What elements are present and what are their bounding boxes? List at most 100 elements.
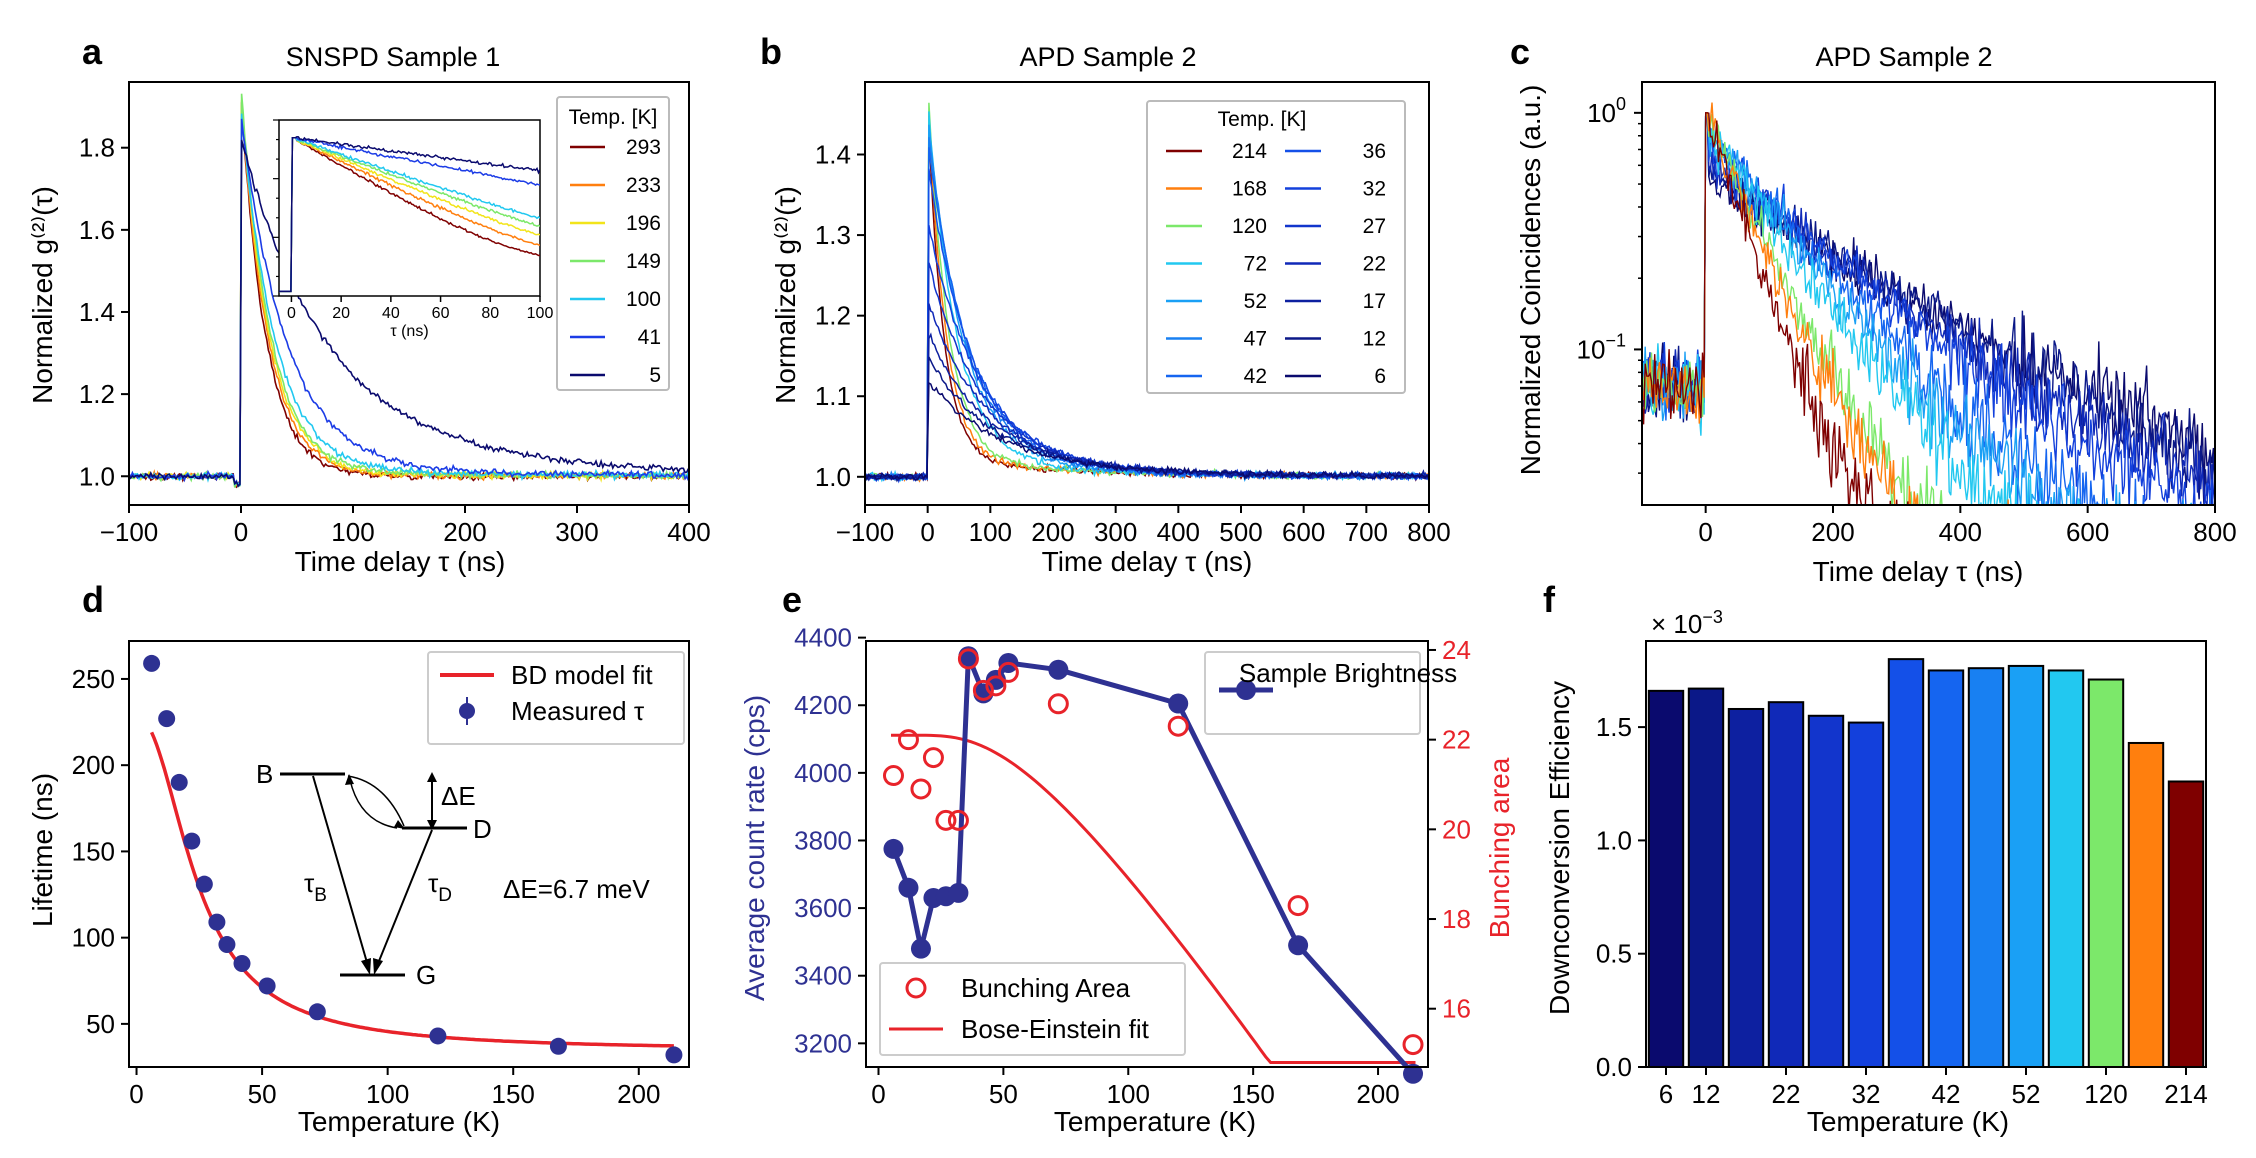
chart-e-ytick-label: 4200 <box>794 690 852 720</box>
chart-e-y2label: Bunching area <box>1484 757 1515 938</box>
chart-d-ytick-label: 50 <box>86 1009 115 1039</box>
chart-d-xtick-label: 150 <box>492 1079 535 1109</box>
chart-d-xlabel: Temperature (K) <box>298 1106 500 1137</box>
chart-b-title: APD Sample 2 <box>1019 42 1196 72</box>
chart-a-xtick-label: 300 <box>555 517 598 547</box>
chart-d-point <box>429 1027 447 1045</box>
chart-b-legend-label: 17 <box>1363 290 1386 313</box>
chart-e-legend-bunching-label: Bunching Area <box>961 973 1131 1003</box>
chart-b-series-group <box>865 102 1429 484</box>
level-g-label: G <box>416 960 436 990</box>
panel-label-b: b <box>760 31 782 72</box>
chart-e-legend-bunching: Bunching Area Bose-Einstein fit <box>879 962 1186 1056</box>
chart-c-series-line <box>1642 102 2009 505</box>
panel-label-c: c <box>1510 31 1530 72</box>
chart-e-brightness-point <box>1288 935 1309 956</box>
chart-b-legend-label: 42 <box>1244 365 1267 388</box>
chart-b-ytick-label: 1.0 <box>815 462 851 492</box>
chart-a-inset-xtick-label: 80 <box>481 305 499 322</box>
chart-c-ytick-exp: 0 <box>1616 94 1626 114</box>
chart-c-ytick-base: 10 <box>1587 98 1616 128</box>
chart-f-xtick-label: 214 <box>2164 1079 2207 1109</box>
chart-c-series-line <box>1642 112 2192 505</box>
transfer-arrow-up <box>349 779 398 829</box>
chart-d-ylabel: Lifetime (ns) <box>27 773 58 927</box>
chart-e-ytick-label: 4400 <box>794 623 852 653</box>
chart-b-legend-box <box>1146 100 1406 394</box>
chart-b-legend-label: 32 <box>1363 178 1386 201</box>
panel-label-e: e <box>782 579 802 620</box>
chart-c-ylabel: Normalized Coincidences (a.u.) <box>1515 85 1546 476</box>
chart-a-inset-xlabel: τ (ns) <box>390 323 428 340</box>
chart-e-legend-brightness-marker <box>1236 680 1256 700</box>
chart-f-xtick-label: 22 <box>1772 1079 1801 1109</box>
chart-b-legend-label: 47 <box>1244 328 1267 351</box>
chart-e-legend-brightness: Sample Brightness <box>1204 651 1457 735</box>
chart-f-xtick-label: 52 <box>2012 1079 2041 1109</box>
chart-e-y2-ytick-label: 18 <box>1442 904 1471 934</box>
chart-a-xtick-label: 0 <box>234 517 248 547</box>
chart-d-legend-measured-label: Measured τ <box>511 696 645 726</box>
chart-c-ytick-label: 10−1 <box>1577 330 1626 364</box>
chart-f-bar <box>2047 669 2085 1068</box>
chart-b-ytick-label: 1.2 <box>815 301 851 331</box>
chart-a-ytick-label: 1.8 <box>79 133 115 163</box>
chart-c-xtick-label: 400 <box>1939 517 1982 547</box>
level-d-label: D <box>473 814 492 844</box>
chart-b-xtick-label: 300 <box>1094 517 1137 547</box>
chart-a-ylabel: Normalized g⁽²⁾(τ) <box>27 186 58 404</box>
chart-f-bar <box>1727 707 1765 1068</box>
chart-b-legend-label: 72 <box>1244 253 1267 276</box>
chart-f-ytick-label: 0.0 <box>1596 1052 1632 1082</box>
chart-e-xtick-label: 200 <box>1356 1079 1399 1109</box>
chart-e-bunching-point <box>1287 895 1309 917</box>
level-b-label: B <box>256 759 273 789</box>
transfer-arrowheads <box>345 774 405 829</box>
chart-a-xtick-label: 100 <box>331 517 374 547</box>
chart-d-legend-point-swatch <box>459 703 475 719</box>
chart-f-bar <box>2127 741 2165 1068</box>
gap-label: ΔE <box>441 781 476 811</box>
chart-b: −100 0 100 200 300 400 500 600 700 800 1.0 1.1 1.2 1.… <box>815 81 1451 547</box>
chart-d-point <box>665 1046 683 1064</box>
chart-b-legend-label: 22 <box>1363 253 1386 276</box>
chart-b-legend-label: 120 <box>1232 215 1267 238</box>
chart-a-inset-line <box>279 136 540 293</box>
chart-d-point <box>170 773 188 791</box>
chart-f-bar <box>2007 664 2045 1068</box>
chart-e-ytick-label: 3200 <box>794 1028 852 1058</box>
chart-a-legend-label: 100 <box>626 288 661 311</box>
chart-e-bunching-point <box>997 661 1019 683</box>
chart-b-xlabel: Time delay τ (ns) <box>1042 546 1253 577</box>
chart-d-point <box>308 1003 326 1021</box>
chart-d-ytick-label: 200 <box>72 750 115 780</box>
chart-b-legend-title: Temp. [K] <box>1218 108 1307 131</box>
chart-a-inset-xtick-label: 60 <box>432 305 450 322</box>
chart-c-series-group <box>1642 102 2215 505</box>
chart-b-legend-label: 214 <box>1232 140 1267 163</box>
chart-e-brightness-point <box>948 882 969 903</box>
chart-e-brightness-point <box>898 877 919 898</box>
chart-f-multiplier: × 10−3 <box>1651 607 1723 639</box>
chart-c-title: APD Sample 2 <box>1815 42 1992 72</box>
chart-f-xtick-label: 6 <box>1659 1079 1673 1109</box>
chart-a-inset-series-group <box>279 136 540 293</box>
chart-b-xtick-label: 200 <box>1031 517 1074 547</box>
chart-c-series-line <box>1642 112 1943 505</box>
chart-c-series-line <box>1642 112 1909 505</box>
chart-e-brightness-point <box>1403 1063 1424 1084</box>
chart-b-legend-label: 12 <box>1363 328 1386 351</box>
chart-f-bar <box>1767 701 1805 1068</box>
chart-b-ylabel: Normalized g⁽²⁾(τ) <box>770 186 801 404</box>
chart-a-series-line <box>129 139 689 488</box>
chart-d-point <box>183 832 201 850</box>
chart-b-xtick-label: 600 <box>1282 517 1325 547</box>
chart-a-inset-xtick-label: 40 <box>382 305 400 322</box>
chart-d-xtick-label: 0 <box>129 1079 143 1109</box>
chart-a-axes <box>128 81 690 506</box>
chart-e-legend-brightness-label: Sample Brightness <box>1239 658 1457 688</box>
transfer-arrow-down <box>347 775 405 827</box>
chart-f-xtick-label: 120 <box>2084 1079 2127 1109</box>
chart-e-brightness-point <box>1048 659 1069 680</box>
chart-e-brightness-point <box>1168 693 1189 714</box>
